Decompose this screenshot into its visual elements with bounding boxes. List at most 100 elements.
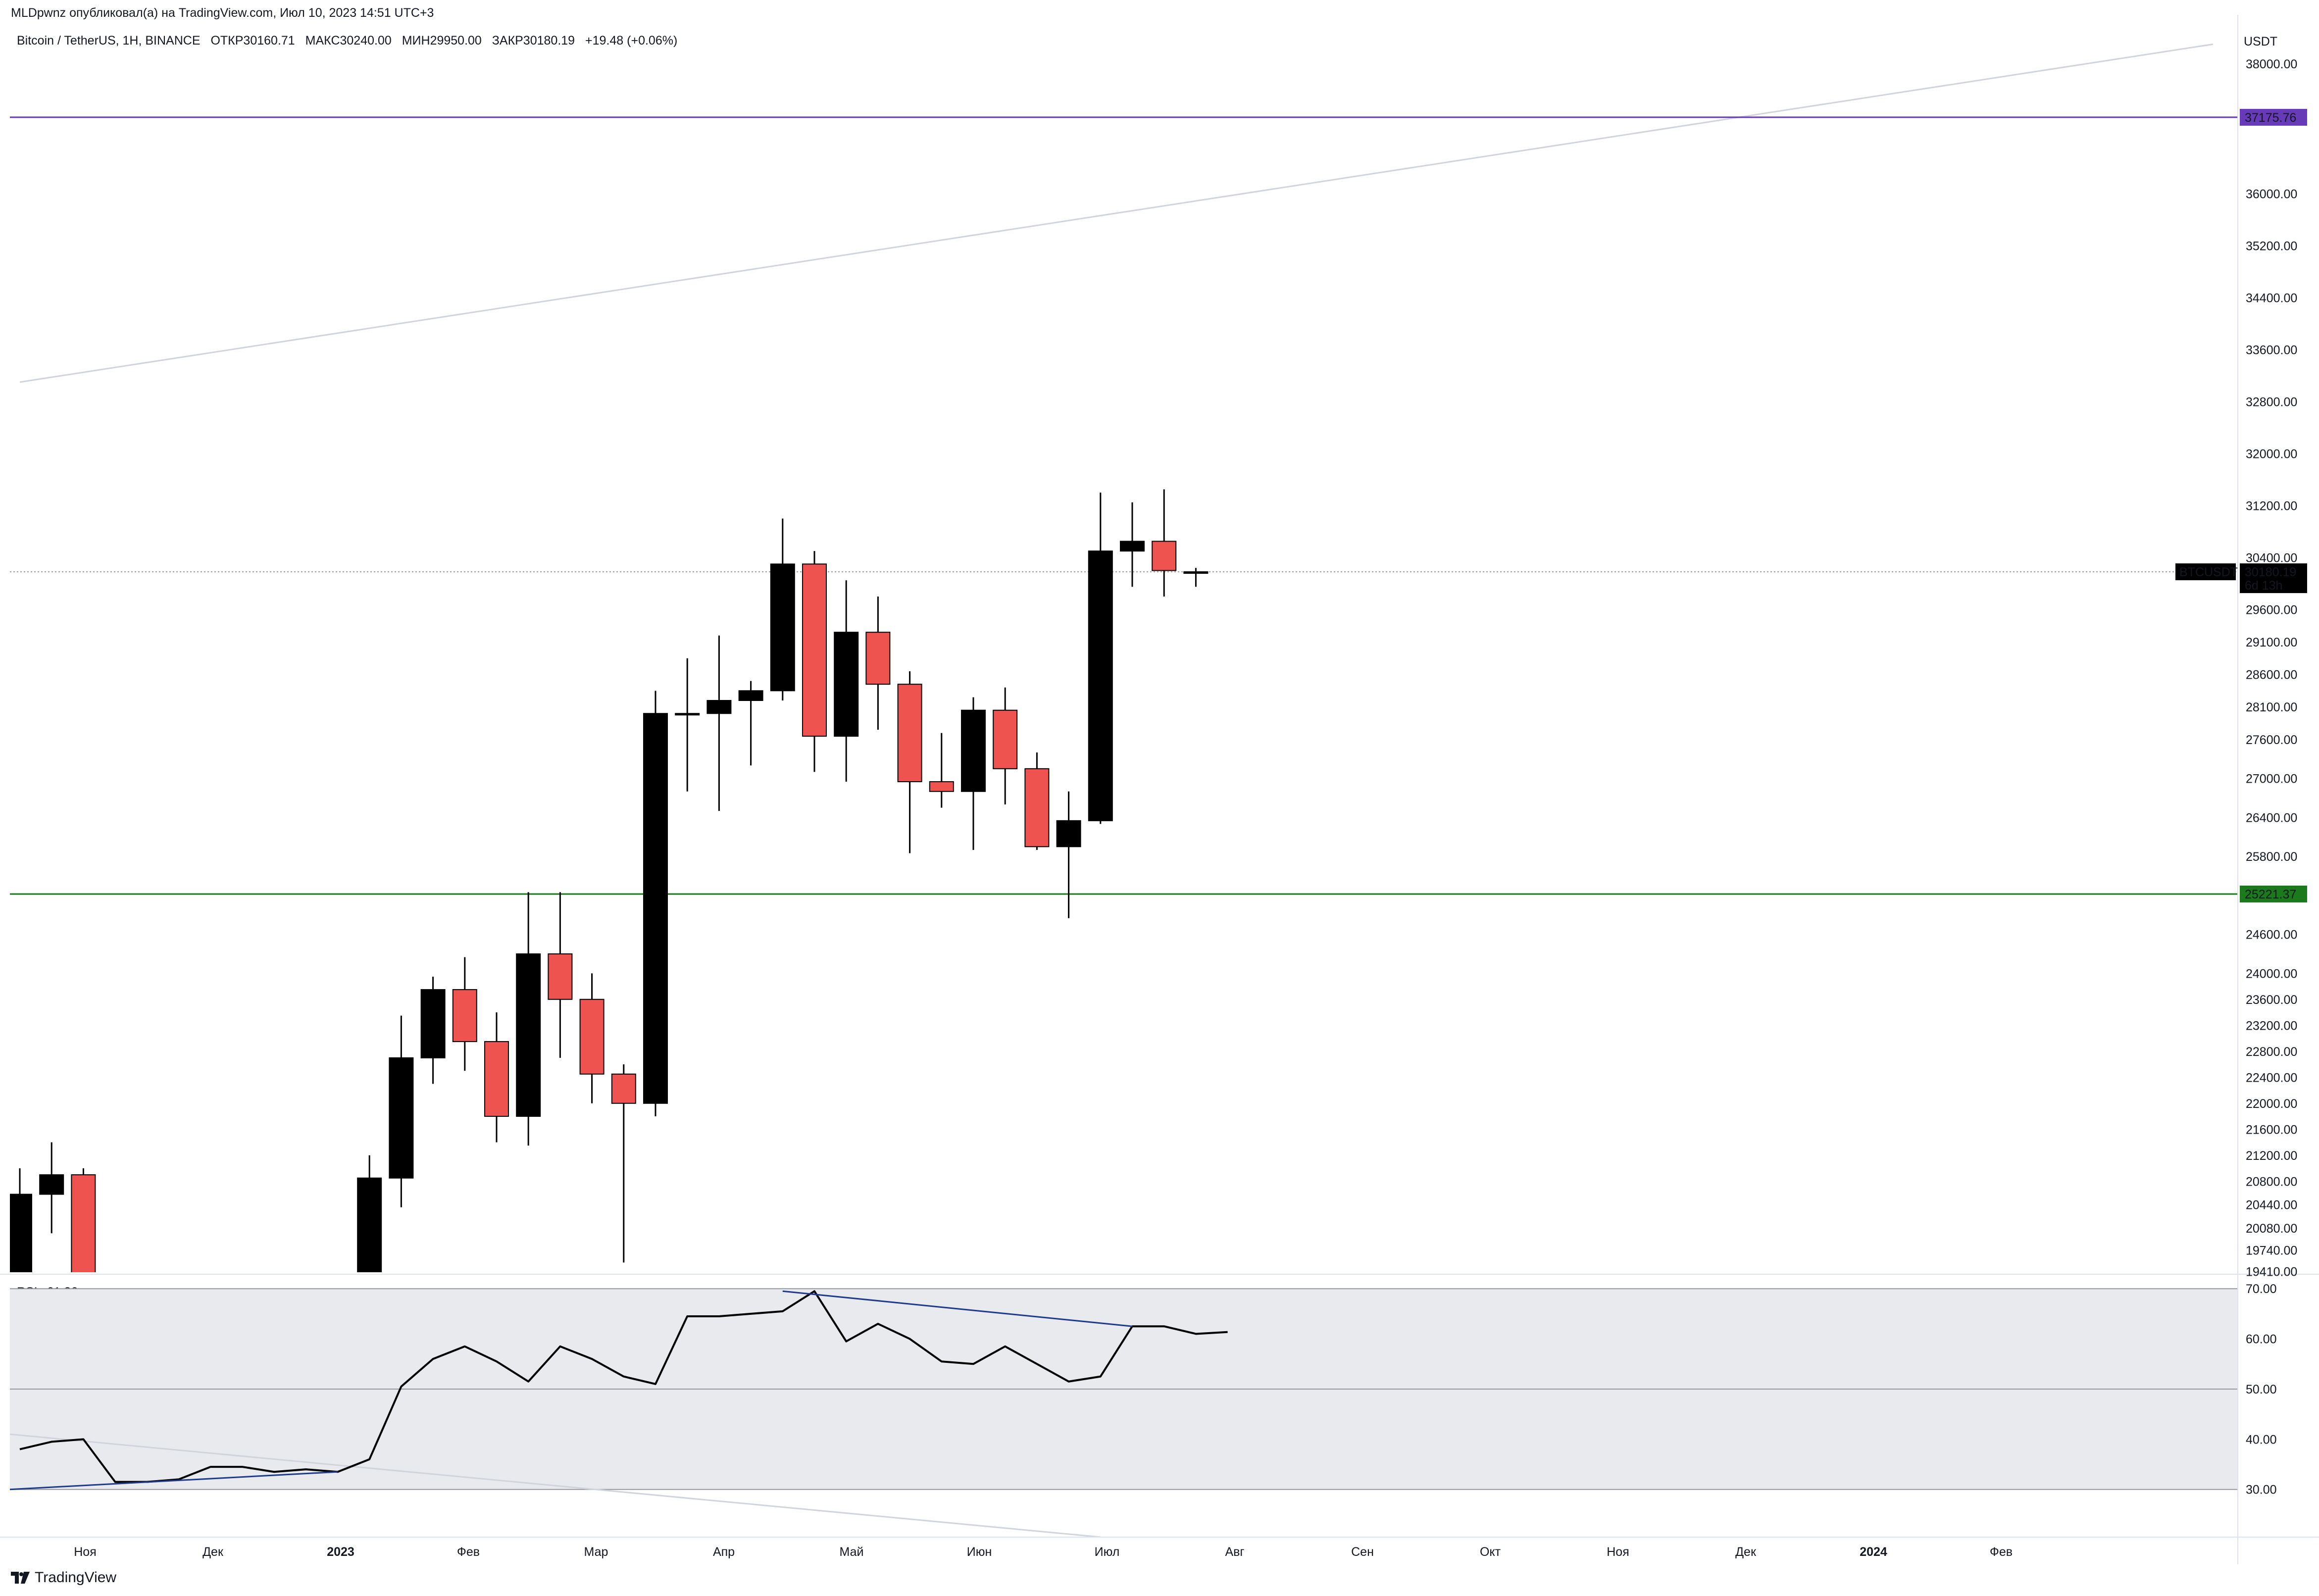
candle-body <box>1056 820 1081 848</box>
time-tick-label: Май <box>840 1545 864 1559</box>
candle-body <box>548 953 573 1000</box>
price-tick-label: 32800.00 <box>2246 395 2297 409</box>
price-tick-label: 38000.00 <box>2246 57 2297 71</box>
candle-body <box>643 713 668 1104</box>
time-tick-label: Мар <box>584 1545 608 1559</box>
candle-body <box>770 563 795 692</box>
level-tag <box>2240 108 2307 126</box>
level-tag <box>2240 885 2307 902</box>
candle-body <box>929 781 954 792</box>
ohlc-low: МИН29950.00 <box>402 34 482 48</box>
ohlc-high: МАКС30240.00 <box>305 34 392 48</box>
author-line: MLDpwnz опубликовал(а) на TradingView.co… <box>11 6 434 20</box>
price-tick-label: 20080.00 <box>2246 1222 2297 1236</box>
price-tick-label: 19740.00 <box>2246 1244 2297 1257</box>
candle-body <box>39 1174 64 1195</box>
candle-body <box>452 989 477 1043</box>
rsi-divergence-line <box>10 1471 338 1491</box>
candle-body <box>516 953 541 1117</box>
footer-brand: TradingView <box>35 1569 117 1586</box>
symbol-title: Bitcoin / TetherUS, 1H, BINANCE <box>17 34 201 48</box>
candle-body <box>1120 541 1145 552</box>
rsi-trend-line <box>10 1433 1101 1537</box>
countdown-label: 6d 13h <box>2245 579 2282 593</box>
price-tick-label: 29100.00 <box>2246 636 2297 649</box>
time-tick-label: Авг <box>1225 1545 1244 1559</box>
price-tick-label: 31200.00 <box>2246 499 2297 513</box>
time-tick-label: Фев <box>1990 1545 2013 1559</box>
time-tick-label: Окт <box>1480 1545 1501 1559</box>
symbol-tag <box>2175 563 2236 581</box>
candle-body <box>1088 550 1113 821</box>
time-tick-label: Апр <box>713 1545 735 1559</box>
price-tick-label: 20800.00 <box>2246 1175 2297 1189</box>
price-tick-label: 22000.00 <box>2246 1097 2297 1111</box>
candle-body <box>579 998 605 1075</box>
symbol-tag-label: BTCUSDT <box>2179 565 2238 579</box>
price-tick-label: 27000.00 <box>2246 772 2297 786</box>
candle-body <box>420 989 446 1058</box>
last-price-label: 30180.19 <box>2245 565 2296 579</box>
candle-body <box>865 632 891 685</box>
tradingview-footer[interactable]: TradingView <box>11 1569 116 1586</box>
price-tick-label: 22400.00 <box>2246 1071 2297 1085</box>
symbol-legend: Bitcoin / TetherUS, 1H, BINANCE ОТКР3016… <box>17 34 684 48</box>
time-tick-label: Июн <box>967 1545 992 1559</box>
price-trend-line <box>19 43 2214 383</box>
level-tag-label: 37175.76 <box>2245 111 2296 125</box>
price-axis[interactable]: USDT38000.0037200.0036000.0035200.003440… <box>0 15 2319 1564</box>
time-tick-label: 2023 <box>327 1545 354 1559</box>
rsi-line <box>19 1290 1228 1483</box>
price-tick-label: 28600.00 <box>2246 668 2297 682</box>
candle-body <box>10 1194 32 1272</box>
price-tick-label: 35200.00 <box>2246 239 2297 253</box>
time-tick-label: Сен <box>1351 1545 1374 1559</box>
price-tick-label: 21600.00 <box>2246 1123 2297 1137</box>
price-tick-label: 28100.00 <box>2246 700 2297 714</box>
price-tick-label: 25800.00 <box>2246 850 2297 864</box>
candle-body <box>484 1041 509 1117</box>
rsi-tick-label: 30.00 <box>2246 1483 2277 1497</box>
price-tick-label: 33600.00 <box>2246 343 2297 357</box>
time-tick-label: Фев <box>457 1545 480 1559</box>
candle-body <box>897 684 922 783</box>
price-pane[interactable] <box>8 43 2238 1512</box>
candle-body <box>1152 541 1177 571</box>
time-tick-label: Июл <box>1095 1545 1120 1559</box>
ohlc-close: ЗАКР30180.19 <box>492 34 575 48</box>
level-tag-label: 25221.37 <box>2245 888 2296 901</box>
time-axis[interactable]: Ноя Дек 2023 Фев Мар Апр Май Июн Июл Авг Сен Окт Ноя… <box>74 1545 2013 1559</box>
currency-label: USDT <box>2244 35 2277 49</box>
candle-body <box>738 690 763 701</box>
price-tick-label: 20440.00 <box>2246 1198 2297 1212</box>
candle-body <box>611 1073 636 1104</box>
price-tick-label: 26400.00 <box>2246 811 2297 825</box>
price-tick-label: 27600.00 <box>2246 733 2297 747</box>
time-tick-label: Дек <box>1735 1545 1757 1559</box>
time-tick-label: Ноя <box>74 1545 97 1559</box>
rsi-tick-label: 40.00 <box>2246 1433 2277 1446</box>
ohlc-open: ОТКР30160.71 <box>210 34 295 48</box>
price-tick-label: 32000.00 <box>2246 447 2297 461</box>
last-price-tag <box>2240 563 2307 594</box>
rsi-divergence-line <box>782 1290 1133 1327</box>
candle-body <box>834 632 859 737</box>
price-tick-label: 24000.00 <box>2246 967 2297 981</box>
price-tick-label: 21200.00 <box>2246 1149 2297 1163</box>
candle-body <box>1024 768 1050 848</box>
price-tick-label: 19410.00 <box>2246 1265 2297 1279</box>
rsi-pane[interactable] <box>10 1288 2238 1537</box>
price-tick-label: 22800.00 <box>2246 1045 2297 1059</box>
candle-body <box>1183 571 1209 574</box>
time-tick-label: 2024 <box>1860 1545 1887 1559</box>
rsi-tick-label: 50.00 <box>2246 1383 2277 1396</box>
time-tick-label: Ноя <box>1607 1545 1629 1559</box>
candle-body <box>961 709 986 792</box>
price-tick-label: 24600.00 <box>2246 928 2297 942</box>
candle-body <box>389 1057 414 1179</box>
price-tick-label: 23600.00 <box>2246 993 2297 1007</box>
candle-body <box>706 700 732 714</box>
candle-body <box>993 709 1018 769</box>
time-tick-label: Дек <box>202 1545 224 1559</box>
